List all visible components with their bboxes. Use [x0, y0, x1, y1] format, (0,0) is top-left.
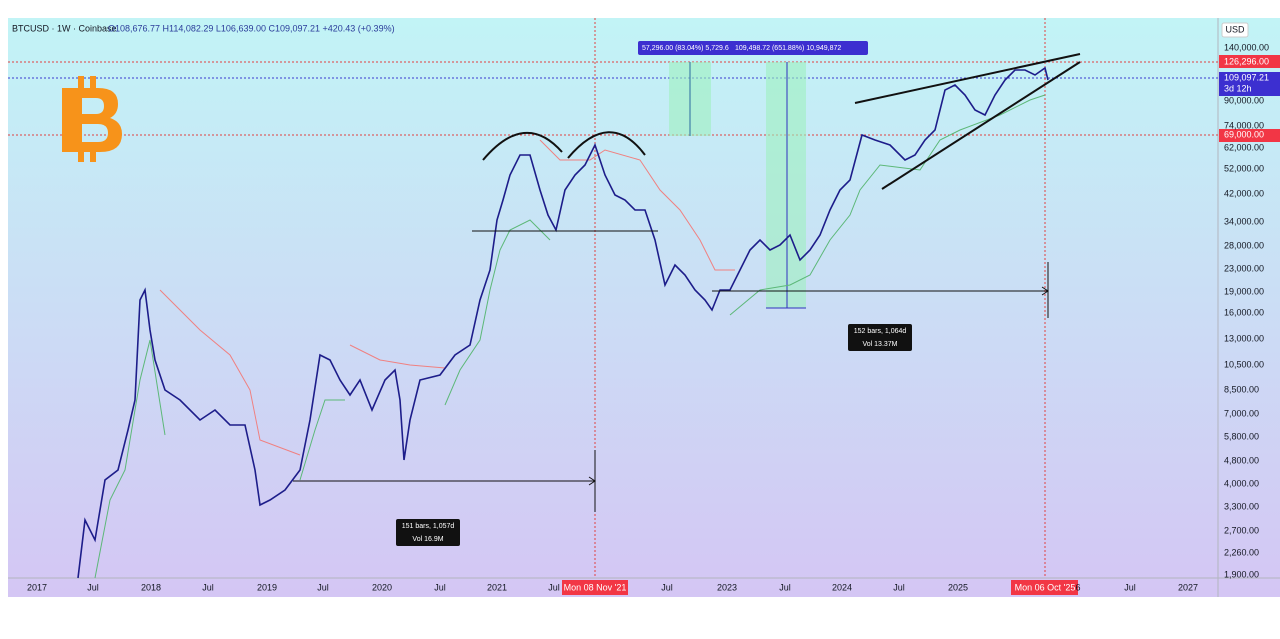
cursor-box: [562, 580, 628, 595]
trend-line-down: [349, 344, 446, 369]
time-tick-label: Jul: [202, 582, 214, 592]
time-tick-label: 2021: [487, 582, 507, 592]
high-marker-box: [1219, 55, 1280, 68]
measure-box: [396, 519, 460, 546]
reference-lines: [8, 18, 1218, 578]
trend-line-down: [159, 289, 301, 456]
time-tick-label: 6: [1075, 582, 1080, 592]
price-tick-label: 10,500.00: [1224, 359, 1264, 369]
measure-bars: 151 bars, 1,057d: [402, 523, 455, 530]
range-label: 57,296.00 (83.04%) 5,729.6: [642, 45, 729, 52]
price-tick-label: 62,000.00: [1224, 142, 1264, 152]
price-tick-label: 90,000.00: [1224, 95, 1264, 105]
currency-box: [1221, 22, 1249, 38]
time-tick-label: 2018: [141, 582, 161, 592]
countdown: 3d 12h: [1224, 83, 1252, 93]
price-tick-label: 23,000.00: [1224, 263, 1264, 273]
arc: [567, 131, 646, 159]
time-tick-label: Jul: [87, 582, 99, 592]
last-price-box: [1219, 72, 1280, 96]
time-tick-label: Jul: [1124, 582, 1136, 592]
price-tick-label: 52,000.00: [1224, 163, 1264, 173]
time-tick-label: 2017: [27, 582, 47, 592]
level-marker: 69,000.00: [1224, 129, 1264, 139]
range-label-box: [638, 41, 868, 55]
time-tick-label: Jul: [893, 582, 905, 592]
cursor-date: Mon 06 Oct '25: [1015, 582, 1076, 592]
price-line: [77, 66, 1049, 579]
price-tick-label: 28,000.00: [1224, 240, 1264, 250]
time-tick-label: Jul: [661, 582, 673, 592]
time-tick-label: Jul: [434, 582, 446, 592]
range-label: 109,498.72 (651.88%) 10,949,872: [735, 45, 841, 52]
time-tick-label: 2020: [372, 582, 392, 592]
wedge-line: [881, 61, 1081, 190]
time-tick-label: 2024: [832, 582, 852, 592]
trend-line-up: [299, 399, 345, 481]
price-tick-label: 3,300.00: [1224, 501, 1259, 511]
measure-vol: Vol 16.9M: [412, 536, 443, 543]
bitcoin-logo: [62, 76, 122, 162]
measure-vol: Vol 13.37M: [862, 341, 897, 348]
time-tick-label: Jul: [779, 582, 791, 592]
price-tick-label: 140,000.00: [1224, 42, 1269, 52]
currency: USD: [1225, 24, 1245, 34]
cursor-box: [1011, 580, 1078, 595]
time-tick-label: Jul: [548, 582, 560, 592]
price-tick-label: 74,000.00: [1224, 120, 1264, 130]
price-tick-label: 7,000.00: [1224, 408, 1259, 418]
price-tick-label: 13,000.00: [1224, 333, 1264, 343]
level-marker-box: [1219, 129, 1280, 142]
price-tick-label: 42,000.00: [1224, 188, 1264, 198]
drawings: [293, 53, 1081, 512]
chart-background: [8, 18, 1280, 597]
price-tick-label: 19,000.00: [1224, 286, 1264, 296]
price-tick-label: 1,900.00: [1224, 569, 1259, 579]
price-tick-label: 8,500.00: [1224, 384, 1259, 394]
measure-bars: 152 bars, 1,064d: [854, 328, 907, 335]
time-tick-label: 2019: [257, 582, 277, 592]
symbol: BTCUSD · 1W · Coinbase: [12, 23, 117, 33]
time-tick-label: Jul: [317, 582, 329, 592]
trend-line-up: [444, 219, 551, 406]
cursor-date: Mon 08 Nov '21: [564, 582, 627, 592]
price-tick-label: 4,800.00: [1224, 455, 1259, 465]
price-tick-label: 5,800.00: [1224, 431, 1259, 441]
time-tick-label: 2027: [1178, 582, 1198, 592]
price-tick-label: 4,000.00: [1224, 478, 1259, 488]
price-tick-label: 2,700.00: [1224, 525, 1259, 535]
trend-line-down: [539, 139, 735, 271]
price-tick-label: 16,000.00: [1224, 307, 1264, 317]
last-price: 109,097.21: [1224, 72, 1269, 82]
trend-line-up: [94, 339, 166, 579]
high-marker: 126,296.00: [1224, 56, 1269, 66]
price-tick-label: 2,260.00: [1224, 547, 1259, 557]
price-tick-label: 34,000.00: [1224, 216, 1264, 226]
wedge-line: [854, 53, 1081, 104]
time-tick-label: 2023: [717, 582, 737, 592]
arc: [482, 131, 563, 161]
range-box: [766, 62, 806, 308]
time-tick-label: 2025: [948, 582, 968, 592]
ohlc: O108,676.77 H114,082.29 L106,639.00 C109…: [108, 23, 395, 33]
measure-box: [848, 324, 912, 351]
